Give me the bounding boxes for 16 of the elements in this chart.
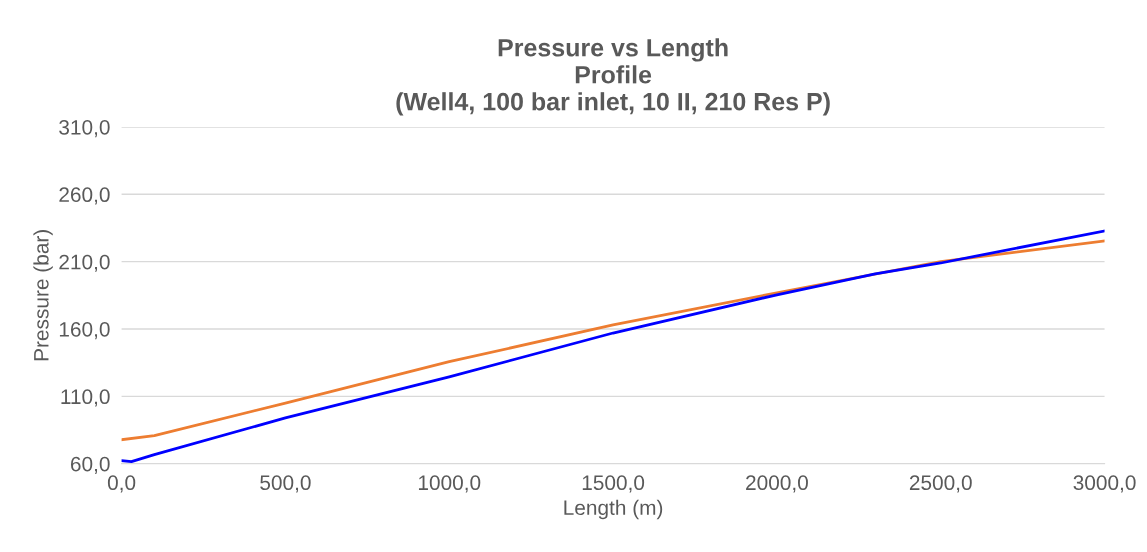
y-tick-label: 60,0 bbox=[70, 456, 110, 474]
x-tick-label: 0,0 bbox=[107, 475, 136, 493]
x-tick-label: 500,0 bbox=[260, 475, 311, 493]
y-tick-label: 210,0 bbox=[59, 254, 110, 272]
x-tick-label: 1500,0 bbox=[582, 475, 645, 493]
x-tick-label: 1000,0 bbox=[418, 475, 481, 493]
y-tick-label: 310,0 bbox=[59, 119, 110, 138]
x-tick-label: 2000,0 bbox=[746, 475, 808, 493]
y-tick-label: 110,0 bbox=[61, 389, 110, 407]
y-tick-label: 160,0 bbox=[59, 321, 110, 340]
x-tick-label: 3000,0 bbox=[1073, 475, 1136, 493]
chart-title: Pressure vs Length Profile (Well4, 100 bar inlet, 10 II, 210 Res P) bbox=[396, 38, 830, 116]
x-tick-label: 2500,0 bbox=[909, 475, 972, 493]
y-tick-label: 260,0 bbox=[59, 187, 110, 205]
y-axis-title: Pressure (bar) bbox=[33, 230, 53, 361]
x-axis-title: Length (m) bbox=[564, 499, 663, 520]
